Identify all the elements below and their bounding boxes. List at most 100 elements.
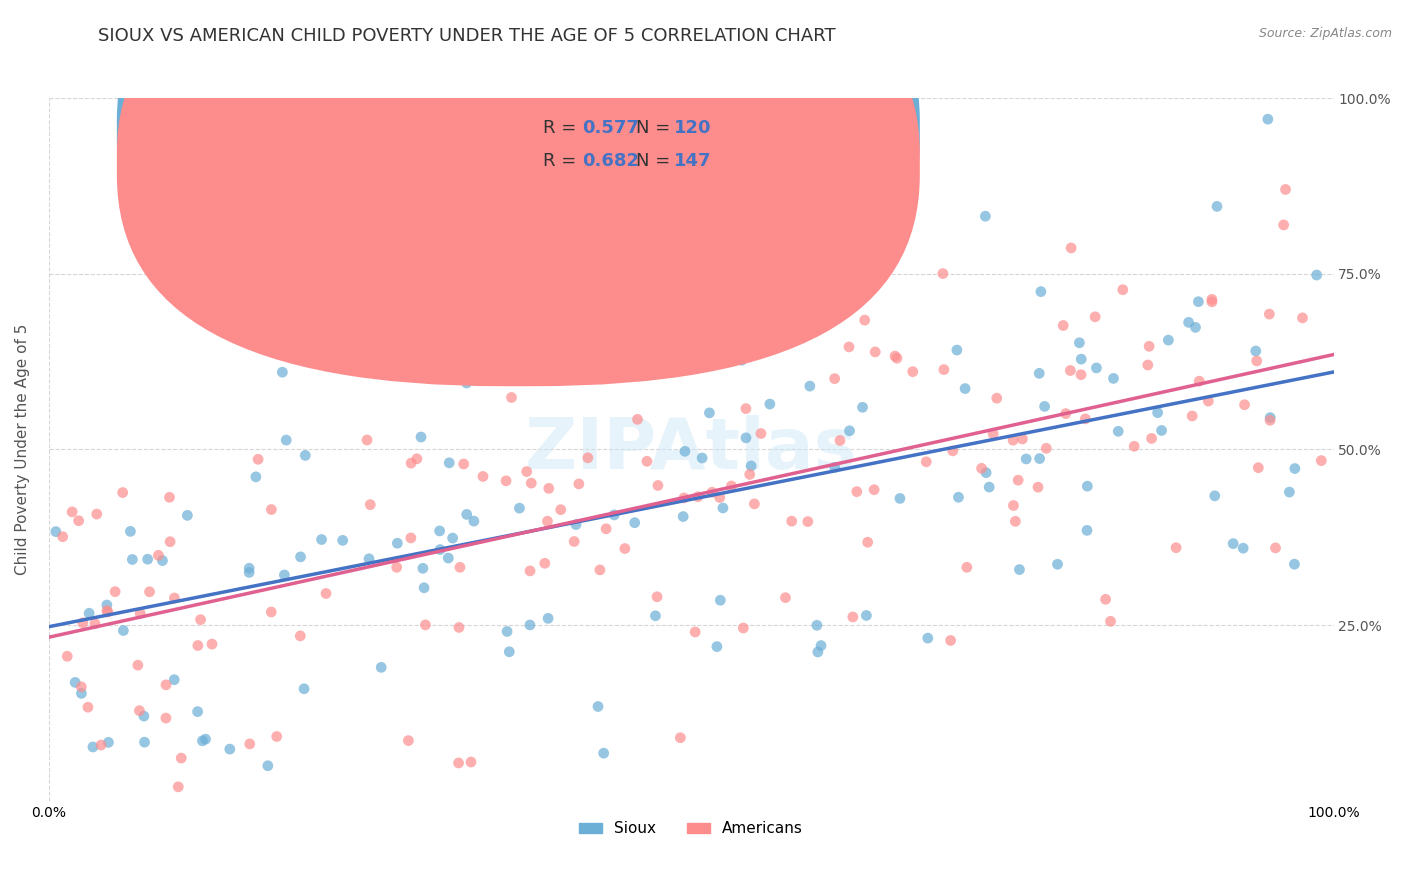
Point [986, 391, 1008, 405]
Point [1140, 432, 1163, 446]
Point [956, 560, 979, 574]
Point [780, 514, 803, 528]
Point [1264, 541, 1286, 555]
Point [1206, 199, 1229, 213]
Point [636, 454, 658, 468]
Point [1002, 499, 1025, 513]
Point [1157, 333, 1180, 347]
Point [495, 474, 517, 488]
Point [460, 755, 482, 769]
Point [749, 426, 772, 441]
Point [96, 604, 118, 618]
Point [290, 549, 312, 564]
Point [1136, 358, 1159, 372]
Point [472, 469, 495, 483]
Point [84, 616, 107, 631]
Point [238, 561, 260, 575]
Point [1246, 354, 1268, 368]
Point [1146, 406, 1168, 420]
Point [104, 584, 127, 599]
Point [77, 606, 100, 620]
Point [519, 618, 541, 632]
Point [82, 739, 104, 754]
Point [1258, 413, 1281, 427]
Point [191, 734, 214, 748]
Point [672, 491, 695, 505]
Point [738, 467, 761, 482]
Point [889, 491, 911, 506]
Point [775, 591, 797, 605]
Point [709, 491, 731, 505]
Text: 147: 147 [675, 153, 711, 170]
Point [439, 456, 461, 470]
Point [626, 412, 648, 426]
Point [700, 485, 723, 500]
Point [292, 681, 315, 696]
Point [90, 738, 112, 752]
Point [496, 624, 519, 639]
Point [332, 533, 354, 548]
Point [1011, 432, 1033, 446]
Point [315, 586, 337, 600]
Point [429, 524, 451, 538]
Point [824, 371, 846, 385]
Point [970, 461, 993, 475]
Point [247, 452, 270, 467]
Point [1274, 182, 1296, 196]
Point [271, 365, 294, 379]
Point [437, 551, 460, 566]
Point [533, 556, 555, 570]
Point [683, 625, 706, 640]
Point [709, 593, 731, 607]
Point [1150, 424, 1173, 438]
Point [357, 551, 380, 566]
Point [851, 401, 873, 415]
Point [1008, 563, 1031, 577]
Point [1247, 460, 1270, 475]
Point [974, 209, 997, 223]
Point [520, 476, 543, 491]
Point [1201, 293, 1223, 307]
Point [1232, 541, 1254, 556]
Point [519, 564, 541, 578]
Y-axis label: Child Poverty Under the Age of 5: Child Poverty Under the Age of 5 [15, 324, 30, 575]
Point [1291, 310, 1313, 325]
Point [516, 465, 538, 479]
Point [1085, 360, 1108, 375]
Point [120, 524, 142, 539]
Point [932, 362, 955, 376]
Point [1029, 285, 1052, 299]
FancyBboxPatch shape [117, 0, 920, 353]
Point [415, 618, 437, 632]
Point [932, 267, 955, 281]
Point [77, 700, 100, 714]
Point [901, 365, 924, 379]
Point [824, 460, 846, 475]
Point [413, 581, 436, 595]
Point [1188, 374, 1211, 388]
Point [946, 343, 969, 357]
Point [429, 542, 451, 557]
Point [155, 678, 177, 692]
Point [790, 277, 813, 292]
Point [1059, 363, 1081, 377]
Point [176, 508, 198, 523]
Point [720, 479, 742, 493]
Point [744, 497, 766, 511]
Point [735, 401, 758, 416]
Point [1007, 473, 1029, 487]
Point [939, 633, 962, 648]
Text: R =: R = [543, 153, 582, 170]
Point [1099, 615, 1122, 629]
Point [70, 680, 93, 694]
Point [1076, 524, 1098, 538]
Point [52, 530, 75, 544]
Point [60, 505, 83, 519]
Point [1107, 425, 1129, 439]
Point [239, 737, 262, 751]
Text: Source: ZipAtlas.com: Source: ZipAtlas.com [1258, 27, 1392, 40]
Point [1278, 485, 1301, 500]
Point [1272, 218, 1295, 232]
Point [1112, 283, 1135, 297]
Text: R =: R = [543, 120, 582, 137]
